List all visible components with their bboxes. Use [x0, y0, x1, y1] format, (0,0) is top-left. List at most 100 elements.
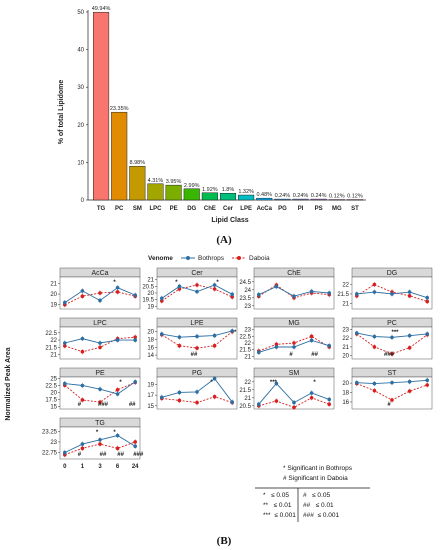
- sig-mark: ***: [270, 380, 278, 386]
- point-daboia: [274, 342, 279, 347]
- facet-title: AcCa: [91, 270, 108, 277]
- y-tick-label: 21.5: [239, 348, 251, 354]
- point-bothrops: [390, 292, 394, 296]
- point-daboia: [115, 446, 120, 451]
- point-bothrops: [160, 332, 164, 336]
- significance-legend: * Significant in Bothrops # Significant …: [255, 465, 370, 522]
- y-tick-label: 20.5: [239, 404, 251, 410]
- point-bothrops: [212, 376, 217, 381]
- point-bothrops: [372, 381, 377, 386]
- y-tick-label: 22: [244, 380, 251, 386]
- point-daboia: [195, 346, 199, 350]
- bar-y-tick-label: 50: [77, 10, 84, 16]
- sig-mark: *: [210, 380, 213, 386]
- facet-title: TG: [95, 420, 105, 427]
- y-tick-label: 17: [147, 393, 154, 399]
- y-tick-label: 20.5: [142, 284, 154, 290]
- point-daboia: [98, 442, 102, 446]
- point-daboia: [63, 344, 67, 348]
- point-daboia: [80, 349, 85, 354]
- facet-ChE: ChE 23 23.5 24 24.5: [239, 267, 335, 310]
- point-bothrops: [63, 381, 67, 386]
- x-tick-label: 0: [63, 464, 67, 470]
- bar-label-PG: 0.24%: [275, 193, 291, 199]
- y-tick-label: 21.5: [337, 292, 349, 298]
- sig-mark: #: [78, 402, 82, 408]
- point-bothrops: [80, 289, 85, 293]
- sig-hash-1: # ≤ 0.05: [303, 492, 330, 499]
- sig-mark: *: [96, 430, 99, 436]
- point-bothrops: [160, 296, 164, 301]
- y-tick-label: 22: [342, 283, 349, 289]
- point-bothrops: [425, 378, 430, 383]
- bar-category-LPE: LPE: [240, 206, 252, 212]
- facet-PG: PG 15 17 19 *: [147, 367, 238, 410]
- bar-PG: [274, 198, 291, 201]
- point-bothrops: [257, 292, 261, 297]
- legend-marker-bothrops: [186, 256, 190, 260]
- caption-b: (B): [217, 535, 232, 547]
- sig-mark: #: [78, 452, 82, 458]
- point-bothrops: [309, 289, 314, 294]
- y-tick-label: 22: [50, 338, 57, 344]
- y-tick-label: 20: [342, 354, 349, 360]
- bar-category-SM: SM: [133, 206, 142, 212]
- point-bothrops: [63, 300, 67, 305]
- bar-Cer: [219, 192, 237, 201]
- point-bothrops: [98, 298, 102, 303]
- y-tick-label: 21: [50, 281, 57, 287]
- point-daboia: [212, 343, 217, 348]
- point-bothrops: [98, 341, 102, 345]
- legend-title: Venome: [148, 255, 173, 262]
- sig-mark: *: [234, 330, 237, 336]
- bar-category-PE: PE: [170, 206, 178, 212]
- bar-category-PG: PG: [278, 206, 287, 212]
- sig-mark: ###: [98, 402, 109, 408]
- point-bothrops: [195, 334, 199, 339]
- point-daboia: [390, 398, 394, 402]
- bar-LPE: [238, 194, 255, 201]
- point-bothrops: [133, 338, 137, 342]
- sig-mark: *: [175, 280, 178, 286]
- point-daboia: [407, 389, 412, 393]
- bar-label-ST: 0.12%: [347, 194, 363, 200]
- y-tick-label: 14: [147, 353, 154, 359]
- y-tick-label: 19.5: [142, 298, 154, 304]
- point-daboia: [177, 287, 182, 291]
- bar-label-PE: 3.95%: [166, 179, 182, 185]
- legend-label-daboia: Daboia: [249, 255, 270, 262]
- caption-a: (A): [216, 234, 232, 246]
- y-tick-label: 19: [147, 382, 154, 388]
- line-chart-grid: Venome Bothrops Daboia Normalized Peak A…: [5, 255, 433, 522]
- sig-mark: *: [313, 380, 316, 386]
- y-tick-label: 20: [147, 291, 154, 297]
- point-daboia: [133, 440, 137, 444]
- point-bothrops: [390, 335, 394, 340]
- facet-title: LPC: [93, 320, 107, 327]
- facet-title: LPE: [190, 320, 204, 327]
- y-tick-label: 21: [342, 301, 349, 307]
- series-line-daboia: [64, 381, 136, 403]
- sig-star-3: *** ≤ 0.001: [263, 512, 296, 519]
- y-tick-label: 21: [147, 278, 154, 284]
- y-tick-label: 19: [147, 304, 154, 310]
- y-tick-label: 21: [50, 353, 57, 359]
- sig-mark: ##: [191, 352, 198, 358]
- point-daboia: [407, 294, 412, 298]
- legend-label-bothrops: Bothrops: [198, 255, 225, 262]
- point-bothrops: [257, 350, 261, 355]
- bar-category-PS: PS: [315, 206, 323, 212]
- sig-mark: ##: [117, 452, 124, 458]
- bar-label-PC: 23.35%: [110, 106, 129, 112]
- point-daboia: [425, 299, 430, 304]
- point-bothrops: [115, 285, 120, 290]
- facet-title: ST: [388, 370, 398, 377]
- point-daboia: [195, 283, 199, 287]
- point-bothrops: [177, 284, 182, 289]
- bar-label-DG: 2.99%: [184, 183, 200, 189]
